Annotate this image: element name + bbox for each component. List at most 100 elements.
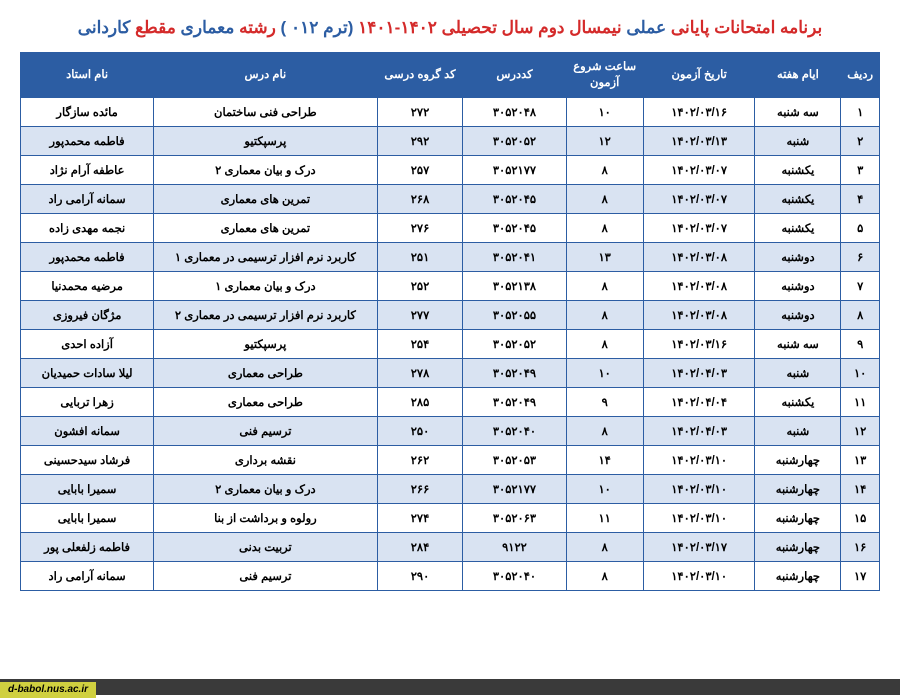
cell-prof: سمیرا بابایی	[21, 475, 154, 504]
cell-row: ۶	[841, 243, 880, 272]
cell-group: ۲۷۲	[377, 98, 463, 127]
table-row: ۷دوشنبه۱۴۰۲/۰۳/۰۸۸۳۰۵۲۱۳۸۲۵۲درک و بیان م…	[21, 272, 880, 301]
table-row: ۱۵چهارشنبه۱۴۰۲/۰۳/۱۰۱۱۳۰۵۲۰۶۳۲۷۴رولوه و …	[21, 504, 880, 533]
cell-code: ۳۰۵۲۱۷۷	[463, 475, 566, 504]
cell-date: ۱۴۰۲/۰۳/۰۷	[643, 214, 755, 243]
cell-date: ۱۴۰۲/۰۳/۰۷	[643, 156, 755, 185]
cell-day: چهارشنبه	[755, 446, 841, 475]
cell-group: ۲۷۶	[377, 214, 463, 243]
cell-row: ۱۵	[841, 504, 880, 533]
cell-code: ۳۰۵۲۰۵۲	[463, 330, 566, 359]
cell-date: ۱۴۰۲/۰۳/۱۰	[643, 562, 755, 591]
cell-date: ۱۴۰۲/۰۳/۱۳	[643, 127, 755, 156]
cell-group: ۲۶۸	[377, 185, 463, 214]
cell-lesson: طراحی فنی ساختمان	[154, 98, 377, 127]
cell-time: ۸	[566, 417, 643, 446]
cell-day: شنبه	[755, 127, 841, 156]
cell-date: ۱۴۰۲/۰۳/۰۷	[643, 185, 755, 214]
cell-prof: سمیرا بابایی	[21, 504, 154, 533]
cell-time: ۱۰	[566, 98, 643, 127]
column-header-code: کددرس	[463, 53, 566, 98]
table-row: ۹سه شنبه۱۴۰۲/۰۳/۱۶۸۳۰۵۲۰۵۲۲۵۴پرسپکتیوآزا…	[21, 330, 880, 359]
column-header-lesson: نام درس	[154, 53, 377, 98]
cell-time: ۸	[566, 301, 643, 330]
title-segment: برنامه امتحانات پایانی	[666, 18, 822, 37]
cell-prof: فاطمه محمدپور	[21, 243, 154, 272]
cell-day: دوشنبه	[755, 272, 841, 301]
cell-row: ۱۷	[841, 562, 880, 591]
cell-group: ۲۸۵	[377, 388, 463, 417]
table-row: ۱۶چهارشنبه۱۴۰۲/۰۳/۱۷۸۹۱۲۲۲۸۴تربیت بدنیفا…	[21, 533, 880, 562]
cell-day: شنبه	[755, 359, 841, 388]
cell-prof: مرضیه محمدنیا	[21, 272, 154, 301]
cell-date: ۱۴۰۲/۰۳/۰۸	[643, 301, 755, 330]
cell-day: چهارشنبه	[755, 562, 841, 591]
cell-code: ۳۰۵۲۰۵۳	[463, 446, 566, 475]
cell-day: دوشنبه	[755, 243, 841, 272]
cell-code: ۹۱۲۲	[463, 533, 566, 562]
cell-code: ۳۰۵۲۰۴۰	[463, 417, 566, 446]
cell-day: چهارشنبه	[755, 533, 841, 562]
table-row: ۶دوشنبه۱۴۰۲/۰۳/۰۸۱۳۳۰۵۲۰۴۱۲۵۱کاربرد نرم …	[21, 243, 880, 272]
cell-group: ۲۷۸	[377, 359, 463, 388]
cell-date: ۱۴۰۲/۰۳/۰۸	[643, 272, 755, 301]
cell-lesson: درک و بیان معماری ۲	[154, 475, 377, 504]
cell-prof: مژگان فیروزی	[21, 301, 154, 330]
cell-prof: فاطمه محمدپور	[21, 127, 154, 156]
cell-lesson: طراحی معماری	[154, 388, 377, 417]
table-row: ۵یکشنبه۱۴۰۲/۰۳/۰۷۸۳۰۵۲۰۴۵۲۷۶تمرین های مع…	[21, 214, 880, 243]
cell-date: ۱۴۰۲/۰۴/۰۴	[643, 388, 755, 417]
title-segment: معماری	[176, 18, 235, 37]
cell-lesson: تمرین های معماری	[154, 185, 377, 214]
cell-lesson: پرسپکتیو	[154, 127, 377, 156]
cell-lesson: طراحی معماری	[154, 359, 377, 388]
column-header-time: ساعت شروع آزمون	[566, 53, 643, 98]
title-segment: کاردانی	[78, 18, 131, 37]
cell-prof: سمانه آرامی راد	[21, 185, 154, 214]
title-segment: (ترم ۰۱۲ )	[281, 18, 354, 37]
table-row: ۳یکشنبه۱۴۰۲/۰۳/۰۷۸۳۰۵۲۱۷۷۲۵۷درک و بیان م…	[21, 156, 880, 185]
cell-row: ۱۲	[841, 417, 880, 446]
table-row: ۱۷چهارشنبه۱۴۰۲/۰۳/۱۰۸۳۰۵۲۰۴۰۲۹۰ترسیم فنی…	[21, 562, 880, 591]
cell-lesson: درک و بیان معماری ۲	[154, 156, 377, 185]
table-row: ۱۳چهارشنبه۱۴۰۲/۰۳/۱۰۱۴۳۰۵۲۰۵۳۲۶۲نقشه برد…	[21, 446, 880, 475]
cell-code: ۳۰۵۲۱۷۷	[463, 156, 566, 185]
column-header-group: کد گروه درسی	[377, 53, 463, 98]
table-row: ۱سه شنبه۱۴۰۲/۰۳/۱۶۱۰۳۰۵۲۰۴۸۲۷۲طراحی فنی …	[21, 98, 880, 127]
cell-row: ۹	[841, 330, 880, 359]
cell-time: ۱۳	[566, 243, 643, 272]
column-header-date: تاریخ آزمون	[643, 53, 755, 98]
cell-row: ۲	[841, 127, 880, 156]
column-header-prof: نام استاد	[21, 53, 154, 98]
cell-lesson: ترسیم فنی	[154, 417, 377, 446]
column-header-day: ایام هفته	[755, 53, 841, 98]
table-row: ۱۴چهارشنبه۱۴۰۲/۰۳/۱۰۱۰۳۰۵۲۱۷۷۲۶۶درک و بی…	[21, 475, 880, 504]
cell-code: ۳۰۵۲۰۴۹	[463, 388, 566, 417]
cell-lesson: ترسیم فنی	[154, 562, 377, 591]
cell-date: ۱۴۰۲/۰۴/۰۳	[643, 359, 755, 388]
cell-lesson: کاربرد نرم افزار ترسیمی در معماری ۱	[154, 243, 377, 272]
cell-group: ۲۵۷	[377, 156, 463, 185]
cell-day: چهارشنبه	[755, 504, 841, 533]
cell-date: ۱۴۰۲/۰۳/۱۰	[643, 475, 755, 504]
cell-row: ۸	[841, 301, 880, 330]
cell-time: ۸	[566, 214, 643, 243]
cell-code: ۳۰۵۲۰۴۵	[463, 214, 566, 243]
cell-row: ۱۶	[841, 533, 880, 562]
cell-date: ۱۴۰۲/۰۳/۱۶	[643, 98, 755, 127]
cell-code: ۳۰۵۲۰۵۵	[463, 301, 566, 330]
cell-lesson: تمرین های معماری	[154, 214, 377, 243]
cell-date: ۱۴۰۲/۰۳/۱۷	[643, 533, 755, 562]
footer-url: d-babol.nus.ac.ir	[0, 682, 96, 698]
cell-lesson: تربیت بدنی	[154, 533, 377, 562]
cell-lesson: نقشه برداری	[154, 446, 377, 475]
title-segment: رشته	[234, 18, 280, 37]
cell-lesson: پرسپکتیو	[154, 330, 377, 359]
cell-time: ۱۰	[566, 475, 643, 504]
cell-time: ۸	[566, 330, 643, 359]
table-row: ۱۱یکشنبه۱۴۰۲/۰۴/۰۴۹۳۰۵۲۰۴۹۲۸۵طراحی معمار…	[21, 388, 880, 417]
cell-day: دوشنبه	[755, 301, 841, 330]
column-header-row: ردیف	[841, 53, 880, 98]
cell-group: ۲۹۲	[377, 127, 463, 156]
cell-group: ۲۵۱	[377, 243, 463, 272]
